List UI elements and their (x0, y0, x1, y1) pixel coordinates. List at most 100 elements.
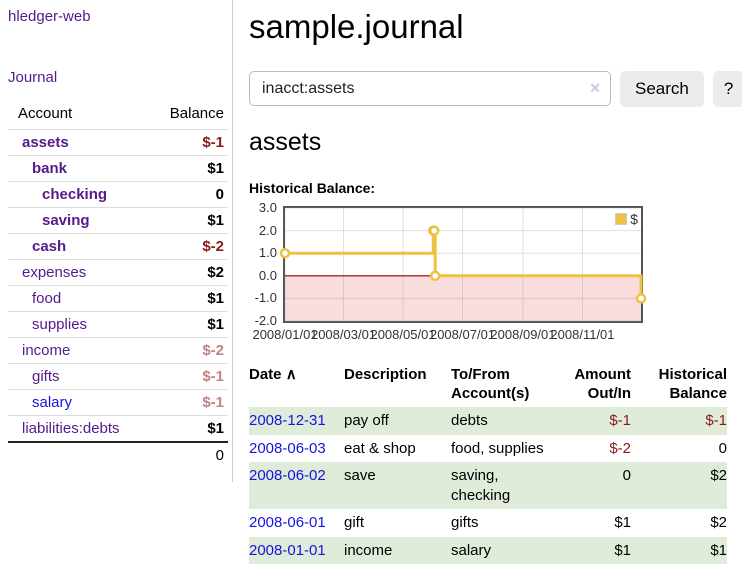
app: hledger-web Journal Account Balance asse… (0, 0, 742, 565)
account-heading: assets (249, 128, 322, 156)
date-col-label: Date (249, 366, 282, 383)
account-balance: $1 (207, 290, 224, 307)
account-row: checking 0 (8, 181, 228, 208)
y-tick-label: -1.0 (254, 290, 277, 306)
transaction-description: eat & shop (344, 439, 416, 457)
account-row: saving $1 (8, 207, 228, 234)
transaction-date-link[interactable]: 2008-06-01 (249, 514, 326, 532)
accounts-total-balance: 0 (215, 447, 224, 464)
x-tick-label: 2008/03/01 (310, 327, 377, 342)
register-col-description: Description (344, 366, 427, 383)
search-form: ✕ Search ? (249, 71, 742, 107)
accounts-col-balance: Balance (169, 105, 224, 122)
sidebar: hledger-web Journal Account Balance asse… (0, 0, 233, 482)
balance-chart: 3.0 2.0 1.0 0.0 -1.0 -2.0 $ 2008/01/01 2008/03… (249, 200, 647, 344)
transaction-date-link[interactable]: 2008-06-02 (249, 467, 326, 485)
y-axis-labels: 3.0 2.0 1.0 0.0 -1.0 -2.0 (249, 200, 279, 328)
account-link[interactable]: salary (32, 394, 73, 411)
account-link[interactable]: bank (32, 160, 68, 177)
account-link[interactable]: income (22, 342, 71, 359)
account-balance: $1 (207, 212, 224, 229)
transaction-date-link[interactable]: 2008-06-03 (249, 439, 326, 457)
y-tick-label: 3.0 (258, 200, 277, 215)
transaction-balance: $1 (710, 541, 727, 559)
transaction-accounts: food, supplies (451, 439, 544, 457)
transaction-amount: $1 (614, 541, 631, 559)
accounts-table-body: assets $-1 bank $1 checking 0 saving $1 cash $-2 e… (8, 129, 228, 443)
register-header-row: Date ∧ Description To/From Account(s) Am… (249, 362, 727, 407)
x-tick-label: 2008/01/01 (252, 327, 318, 342)
x-tick-label: 2008/05/01 (370, 327, 436, 342)
accounts-table: Account Balance assets $-1 bank $1 checking 0… (8, 102, 228, 468)
transaction-row: 2008-06-01 gift gifts $1 $2 (249, 509, 727, 537)
account-row: liabilities:debts $1 (8, 415, 228, 443)
sidebar-nav: Journal (8, 69, 228, 87)
account-balance: $1 (207, 160, 224, 177)
account-row: income $-2 (8, 337, 228, 364)
clear-search-icon[interactable]: ✕ (589, 80, 601, 96)
search-box: ✕ (249, 71, 611, 107)
account-link[interactable]: expenses (22, 264, 87, 281)
account-row: salary $-1 (8, 389, 228, 416)
search-button[interactable]: Search (620, 71, 704, 107)
account-link[interactable]: cash (32, 238, 67, 255)
register-col-balance: Historical Balance (658, 366, 727, 403)
chart-legend: $ (615, 211, 638, 227)
transaction-balance: $2 (710, 467, 727, 485)
account-row: bank $1 (8, 155, 228, 182)
register-col-accounts: To/From Account(s) (451, 366, 530, 403)
transaction-balance: $2 (710, 514, 727, 532)
transaction-row: 2008-06-03 eat & shop food, supplies $-2 0 (249, 435, 727, 463)
chart-title: Historical Balance: (249, 180, 376, 196)
y-tick-label: 2.0 (258, 222, 277, 238)
transaction-description: save (344, 467, 376, 485)
plot-area[interactable]: $ (279, 206, 647, 323)
account-balance: $-1 (202, 394, 224, 411)
account-link[interactable]: food (32, 290, 62, 307)
account-row: cash $-2 (8, 233, 228, 260)
transaction-description: pay off (344, 412, 389, 430)
journal-nav-link[interactable]: Journal (8, 69, 58, 86)
legend-label: $ (630, 211, 638, 227)
transaction-amount: $-2 (609, 439, 631, 457)
help-button[interactable]: ? (712, 71, 742, 107)
transaction-amount: 0 (622, 467, 631, 485)
account-balance: $-2 (202, 238, 224, 255)
register-col-date: Date ∧ (249, 362, 344, 407)
transaction-balance: 0 (718, 439, 727, 457)
account-balance: $-1 (202, 368, 224, 385)
x-tick-label: 2008/09/01 (490, 327, 556, 342)
transaction-date: 2008-12-31 (249, 407, 344, 435)
account-link[interactable]: gifts (32, 368, 60, 385)
transaction-accounts: debts (451, 412, 488, 430)
account-link[interactable]: checking (42, 186, 108, 203)
transaction-accounts: gifts (451, 514, 479, 532)
legend-color-swatch (615, 213, 628, 225)
transaction-date-link[interactable]: 2008-12-31 (249, 412, 326, 430)
transaction-row: 2008-12-31 pay off debts $-1 $-1 (249, 407, 727, 435)
account-row: assets $-1 (8, 129, 228, 156)
transaction-description: gift (344, 514, 365, 532)
y-tick-label: -2.0 (254, 313, 277, 328)
accounts-total-spacer (8, 442, 153, 468)
account-link[interactable]: liabilities:debts (22, 420, 120, 437)
x-tick-label: 2008/07/01 (429, 327, 496, 342)
transaction-accounts: salary (451, 541, 492, 559)
transaction-amount: $1 (614, 514, 631, 532)
transaction-balance: $-1 (705, 412, 727, 430)
transaction-accounts: saving, checking (451, 467, 511, 504)
register-col-amount: Amount Out/In (574, 366, 631, 403)
transaction-date: 2008-06-03 (249, 435, 344, 463)
register-table-body: 2008-12-31 pay off debts $-1 $-1 2008-06-03 ea… (249, 407, 727, 565)
account-balance: 0 (215, 186, 224, 203)
transaction-row: 2008-06-02 save saving, checking 0 $2 (249, 462, 727, 510)
transaction-description: income (344, 541, 393, 559)
account-link[interactable]: assets (22, 134, 69, 151)
accounts-header-row: Account Balance (8, 102, 228, 130)
account-balance: $1 (207, 316, 224, 333)
account-link[interactable]: saving (42, 212, 90, 229)
transaction-date-link[interactable]: 2008-01-01 (249, 541, 326, 559)
search-input[interactable] (249, 71, 611, 106)
app-brand-link[interactable]: hledger-web (8, 8, 91, 25)
account-link[interactable]: supplies (32, 316, 88, 333)
